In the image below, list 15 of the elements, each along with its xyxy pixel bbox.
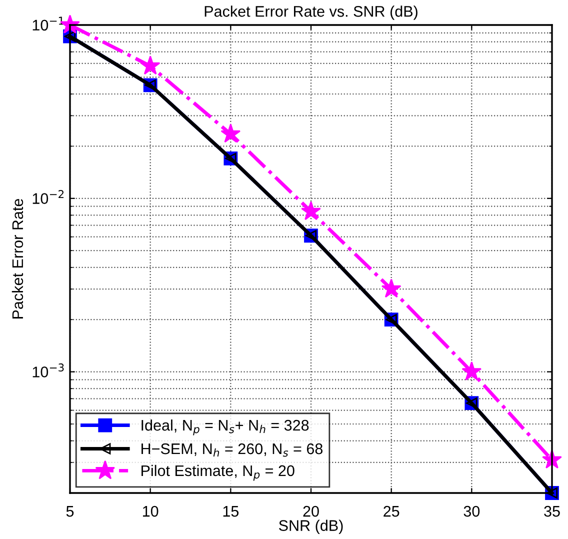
x-tick-label: 10: [143, 506, 158, 517]
x-tick-label: 30: [464, 506, 480, 517]
y-tick-label: 10$^{−2}$: [32, 190, 64, 204]
legend-label: Pilot Estimate, N$_{p}$ = 20: [142, 464, 294, 481]
x-axis-title: SNR (dB): [279, 520, 343, 534]
chart-title: Packet Error Rate vs. SNR (dB): [204, 6, 418, 20]
x-tick-label: 5: [66, 506, 74, 517]
legend-label: H−SEM, N$_{h}$ = 260, N$_{s}$ = 68: [142, 443, 323, 457]
legend-label: Ideal, N$_{p}$ = N$_{s}$+ N$_{h}$ = 328: [142, 419, 309, 436]
y-tick-label: 10$^{−3}$: [32, 363, 64, 378]
y-axis-title: Packet Error Rate: [12, 198, 24, 318]
x-tick-label: 15: [223, 506, 239, 517]
x-tick-label: 20: [303, 506, 319, 517]
x-tick-label: 35: [544, 506, 560, 517]
x-tick-label: 25: [384, 506, 400, 517]
